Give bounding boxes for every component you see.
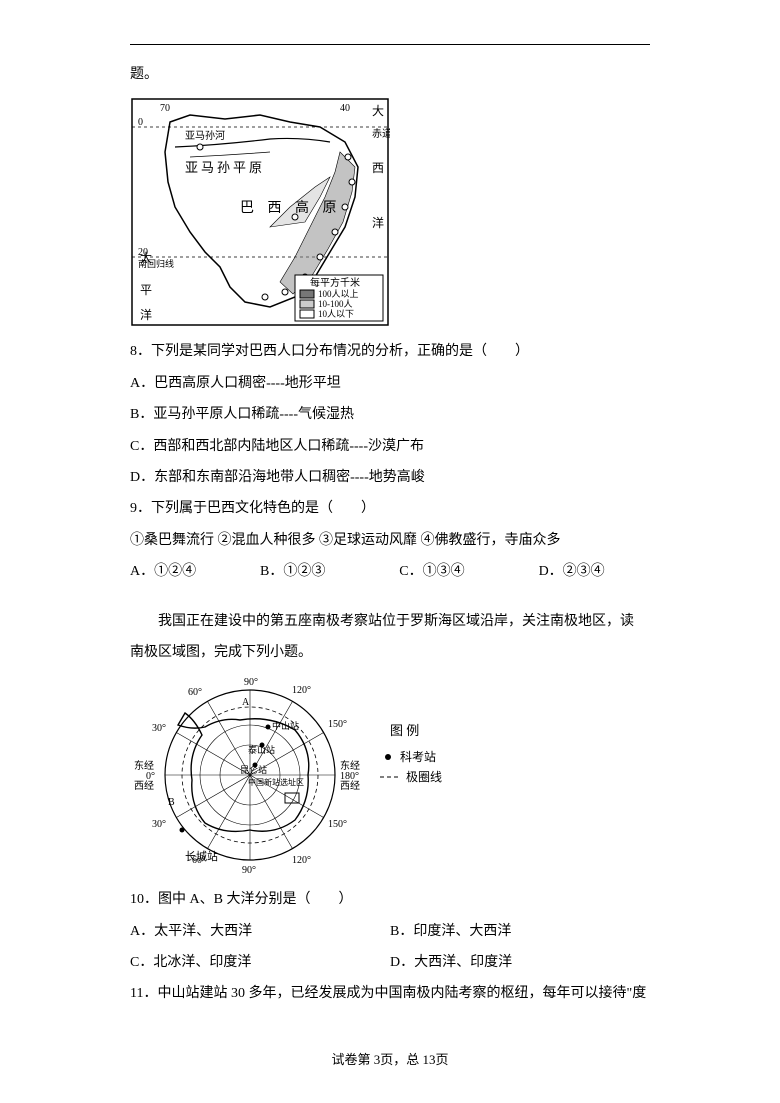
d30-bot: 30° (152, 819, 166, 830)
label-pacific2: 洋 (140, 307, 152, 322)
brazil-map-svg: 亚马孙河 亚马孙平原 巴 西 高 原 大 西 洋 平 太 洋 南回归线 赤道 0… (130, 97, 390, 327)
lon-70: 70 (160, 103, 170, 114)
q9-options: A．①②④ B．①②③ C．①③④ D．②③④ (130, 557, 650, 586)
d150-1: 150° (328, 719, 347, 730)
intro2-l1: 我国正在建设中的第五座南极考察站位于罗斯海区域沿岸，关注南极地区，读 (130, 607, 650, 636)
label-kunlun: 昆仑站 (240, 764, 267, 775)
label-atlantic1: 大 (372, 104, 384, 118)
q8-opt-b: B．亚马孙平原人口稀疏----气候湿热 (130, 400, 650, 429)
d120-1: 120° (292, 685, 311, 696)
q9-opt-d: D．②③④ (539, 557, 650, 586)
label-pacific1: 平 (140, 283, 152, 297)
label-tropic: 南回归线 (138, 258, 174, 269)
q9-opt-a: A．①②④ (130, 557, 260, 586)
d90-top: 90° (244, 677, 258, 688)
label-zhongshan: 中山站 (272, 720, 299, 731)
lat-0: 0 (138, 117, 143, 128)
page-content: 题。 (130, 60, 650, 1009)
q9-stem: 9．下列属于巴西文化特色的是（ ） (130, 494, 650, 523)
q9-opt-b: B．①②③ (260, 557, 399, 586)
antarctica-map-svg: A B 中山站 泰山站 昆仑站 中国新站选址区 90° 120° 150° 18… (130, 675, 480, 875)
label-newsite: 中国新站选址区 (248, 777, 304, 787)
label-amazon-river: 亚马孙河 (185, 129, 225, 142)
label-brazil-plateau: 巴 西 高 原 (240, 199, 342, 216)
intro2-l2: 南极区域图，完成下列小题。 (130, 638, 650, 667)
q10-opt-a: A．太平洋、大西洋 (130, 917, 390, 946)
q8-opt-d: D．东部和东南部沿海地带人口稠密----地势高峻 (130, 463, 650, 492)
legend-title: 每平方千米 (310, 276, 360, 289)
label-amazon-plain: 亚马孙平原 (185, 160, 265, 175)
wlon2: 西经 (134, 779, 154, 792)
d60-top: 60° (188, 687, 202, 698)
q8-opt-a: A．巴西高原人口稠密----地形平坦 (130, 369, 650, 398)
label-A: A (242, 697, 250, 708)
q10-opt-b: B．印度洋、大西洋 (390, 917, 590, 946)
legend2-title: 图 例 (390, 723, 419, 738)
legend2: 10-100人 (318, 299, 353, 309)
antarctica-map-figure: A B 中山站 泰山站 昆仑站 中国新站选址区 90° 120° 150° 18… (130, 675, 650, 875)
label-changcheng: 长城站 (185, 849, 218, 863)
label-atlantic2: 西 (372, 161, 384, 175)
d90-bot: 90° (242, 865, 256, 875)
page-footer: 试卷第 3页，总 13页 (0, 1046, 780, 1073)
elon2: 东经 (134, 759, 154, 772)
q10-row2: C．北冰洋、印度洋 D．大西洋、印度洋 (130, 948, 650, 977)
lat-20: 20 (138, 247, 148, 258)
q10-opt-d: D．大西洋、印度洋 (390, 948, 590, 977)
label-equator: 赤道 (372, 127, 390, 140)
q9-line2: ①桑巴舞流行 ②混血人种很多 ③足球运动风靡 ④佛教盛行，寺庙众多 (130, 526, 650, 555)
legend2-circle: 极圈线 (406, 770, 442, 784)
q10-row1: A．太平洋、大西洋 B．印度洋、大西洋 (130, 917, 650, 946)
d30-top: 30° (152, 723, 166, 734)
q10-stem: 10．图中 A、B 大洋分别是（ ） (130, 885, 650, 914)
label-atlantic3: 洋 (372, 215, 384, 230)
label-taishan: 泰山站 (248, 744, 275, 755)
wlon1: 西经 (340, 779, 360, 792)
q10-opt-c: C．北冰洋、印度洋 (130, 948, 390, 977)
q8-opt-c: C．西部和西北部内陆地区人口稀疏----沙漠广布 (130, 432, 650, 461)
q8-stem: 8．下列是某同学对巴西人口分布情况的分析，正确的是（ ） (130, 337, 650, 366)
q9-opt-c: C．①③④ (399, 557, 538, 586)
fragment-top: 题。 (130, 60, 650, 89)
legend1: 100人以上 (318, 289, 359, 299)
lon-40: 40 (340, 103, 350, 114)
legend3: 10人以下 (318, 309, 354, 319)
legend2-station: 科考站 (400, 750, 436, 764)
label-B: B (168, 797, 175, 808)
d150-2: 150° (328, 819, 347, 830)
q11-stem: 11．中山站建站 30 多年，已经发展成为中国南极内陆考察的枢纽，每年可以接待"… (130, 979, 650, 1008)
top-rule (130, 44, 650, 45)
elon: 东经 (340, 759, 360, 772)
brazil-map-figure: 亚马孙河 亚马孙平原 巴 西 高 原 大 西 洋 平 太 洋 南回归线 赤道 0… (130, 97, 650, 327)
d120-2: 120° (292, 855, 311, 866)
